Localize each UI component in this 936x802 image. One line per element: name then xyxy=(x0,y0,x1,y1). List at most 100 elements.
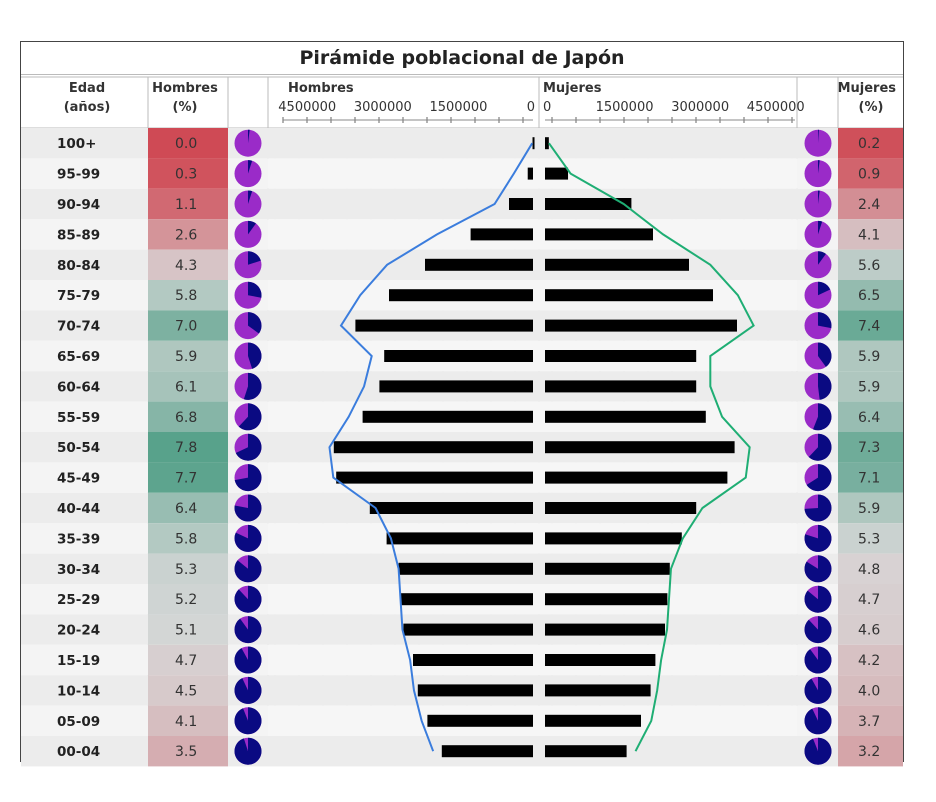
pie-slice xyxy=(804,646,832,674)
bar-hombres xyxy=(369,502,533,514)
bar-hombres xyxy=(425,258,533,271)
hombres-pct-cell xyxy=(148,158,228,189)
row-bg xyxy=(21,310,148,341)
row-bg xyxy=(21,128,148,159)
hombres-pct-cell xyxy=(148,219,228,250)
row-bg xyxy=(268,128,539,159)
hombres-pct-cell xyxy=(148,340,228,372)
header-hombres-pct-line2: (%) xyxy=(173,100,198,115)
pie-slice xyxy=(804,616,832,644)
row-bg xyxy=(268,188,539,220)
hombres-pct-value: 7.7 xyxy=(175,471,197,487)
x-tick-hombres: 0 xyxy=(527,100,535,115)
pie-slice xyxy=(243,372,262,400)
bar-hombres xyxy=(403,623,533,636)
hombres-pct-cell xyxy=(148,188,228,220)
hombres-pct-cell xyxy=(148,705,228,736)
table-row: 75-79 5.8 6.5 xyxy=(21,280,903,311)
pie-slice xyxy=(818,281,831,296)
table-row: 35-39 5.8 5.3 xyxy=(21,523,903,554)
pie-slice xyxy=(248,190,253,204)
bar-mujeres xyxy=(545,137,549,150)
age-label: 10-14 xyxy=(57,683,100,699)
row-bg xyxy=(21,158,148,189)
mujeres-line xyxy=(548,142,755,752)
mujeres-pct-value: 0.9 xyxy=(858,167,880,183)
pie-slice xyxy=(806,464,832,492)
mujeres-pct-value: 4.2 xyxy=(858,653,880,669)
header-mujeres-pct-line1: Mujeres xyxy=(838,81,897,96)
row-bg xyxy=(21,705,148,736)
hombres-pct-value: 4.1 xyxy=(175,714,197,730)
age-label: 35-39 xyxy=(57,531,100,547)
age-label: 50-54 xyxy=(57,440,100,456)
table-row: 15-19 4.7 4.2 xyxy=(21,644,903,676)
bar-mujeres xyxy=(545,745,627,758)
hombres-pct-cell xyxy=(148,462,228,493)
x-tick-hombres: 4500000 xyxy=(278,100,336,115)
age-label: 70-74 xyxy=(57,319,100,335)
bar-mujeres xyxy=(545,167,569,180)
pie-slice xyxy=(234,524,262,552)
hombres-pct-cell xyxy=(148,371,228,402)
mujeres-pct-value: 7.4 xyxy=(858,319,880,335)
pie-slice xyxy=(248,129,250,144)
mujeres-pct-value: 7.1 xyxy=(858,471,880,487)
age-label: 90-94 xyxy=(57,197,100,213)
pie-slice xyxy=(818,342,832,367)
table-row: 30-34 5.3 4.8 xyxy=(21,553,903,584)
row-bg xyxy=(21,644,148,676)
mujeres-pct-cell xyxy=(838,614,903,645)
pie-slice xyxy=(804,555,832,583)
pie-slice xyxy=(804,585,832,613)
header-mujeres-bars: Mujeres xyxy=(543,81,602,96)
bar-mujeres xyxy=(545,380,697,393)
row-bg xyxy=(21,280,148,311)
age-label: 25-29 xyxy=(57,592,100,608)
mujeres-pct-value: 6.4 xyxy=(858,410,880,426)
pie-slice xyxy=(248,312,262,334)
bar-mujeres xyxy=(545,410,706,423)
mujeres-pct-cell xyxy=(838,644,903,676)
pie-slice xyxy=(234,737,262,765)
row-bg xyxy=(21,401,148,432)
row-bg xyxy=(539,158,797,189)
bar-mujeres xyxy=(545,471,728,484)
mujeres-pct-value: 5.6 xyxy=(858,258,880,274)
table-row: 25-29 5.2 4.7 xyxy=(21,584,903,615)
bar-mujeres xyxy=(545,532,682,545)
pie-slice xyxy=(234,555,262,583)
bar-hombres xyxy=(401,593,533,606)
mujeres-pct-value: 0.2 xyxy=(858,136,880,152)
bar-hombres xyxy=(441,745,533,758)
table-row: 00-04 3.5 3.2 xyxy=(21,736,903,767)
mujeres-pct-cell xyxy=(838,553,903,584)
hombres-pct-cell xyxy=(148,644,228,676)
row-bg xyxy=(21,614,148,645)
table-row: 10-14 4.5 4.0 xyxy=(21,675,903,706)
pie-slice xyxy=(248,220,256,235)
hombres-pct-value: 6.4 xyxy=(175,501,197,517)
hombres-pct-value: 5.3 xyxy=(175,562,197,578)
hombres-pct-cell xyxy=(148,736,228,767)
age-label: 30-34 xyxy=(57,562,100,578)
mujeres-pct-cell xyxy=(838,432,903,463)
table-row: 80-84 4.3 5.6 xyxy=(21,249,903,280)
table-row: 45-49 7.7 7.1 xyxy=(21,462,903,493)
mujeres-pct-cell xyxy=(838,340,903,372)
bar-hombres xyxy=(389,289,533,302)
mujeres-pct-cell xyxy=(838,492,903,524)
row-bg xyxy=(21,249,148,280)
mujeres-pct-value: 4.6 xyxy=(858,623,880,639)
mujeres-pct-cell xyxy=(838,310,903,341)
pie-slice xyxy=(238,403,262,431)
mujeres-pct-cell xyxy=(838,462,903,493)
pie-slice xyxy=(818,160,820,174)
hombres-pct-value: 5.1 xyxy=(175,623,197,639)
bar-hombres xyxy=(398,562,533,575)
hombres-pct-value: 0.0 xyxy=(175,136,197,152)
mujeres-pct-cell xyxy=(838,128,903,159)
header-hombres-bars: Hombres xyxy=(288,81,354,96)
table-row: 70-74 7.0 7.4 xyxy=(21,310,903,341)
